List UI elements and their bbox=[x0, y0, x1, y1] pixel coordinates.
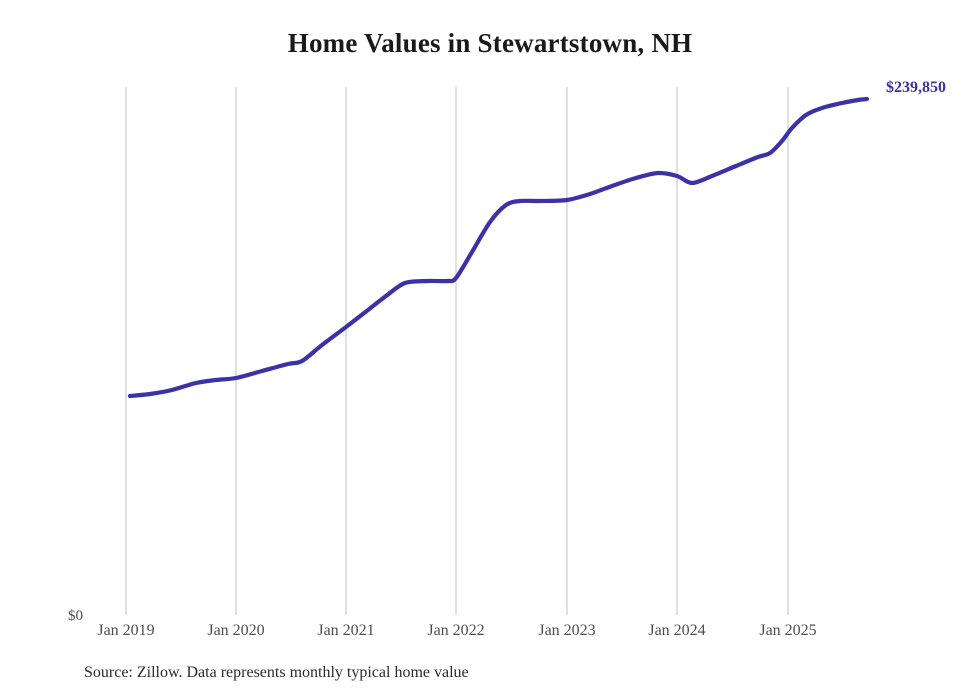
x-tick-label-jan-2019: Jan 2019 bbox=[97, 622, 155, 639]
x-tick-label-jan-2020: Jan 2020 bbox=[207, 622, 265, 639]
end-value-label: $239,850 bbox=[886, 79, 946, 96]
x-tick-label-jan-2024: Jan 2024 bbox=[648, 622, 706, 639]
home-value-line-series bbox=[127, 96, 870, 399]
x-tick-label-jan-2025: Jan 2025 bbox=[759, 622, 817, 639]
y-axis-zero-label: $0 bbox=[68, 608, 83, 624]
home-value-line bbox=[127, 96, 870, 399]
x-tick-label-jan-2021: Jan 2021 bbox=[317, 622, 375, 639]
chart-title: Home Values in Stewartstown, NH bbox=[287, 28, 693, 58]
source-note: Source: Zillow. Data represents monthly … bbox=[84, 664, 469, 681]
x-tick-label-jan-2023: Jan 2023 bbox=[538, 622, 596, 639]
gridlines bbox=[125, 87, 789, 615]
x-tick-label-jan-2022: Jan 2022 bbox=[427, 622, 485, 639]
